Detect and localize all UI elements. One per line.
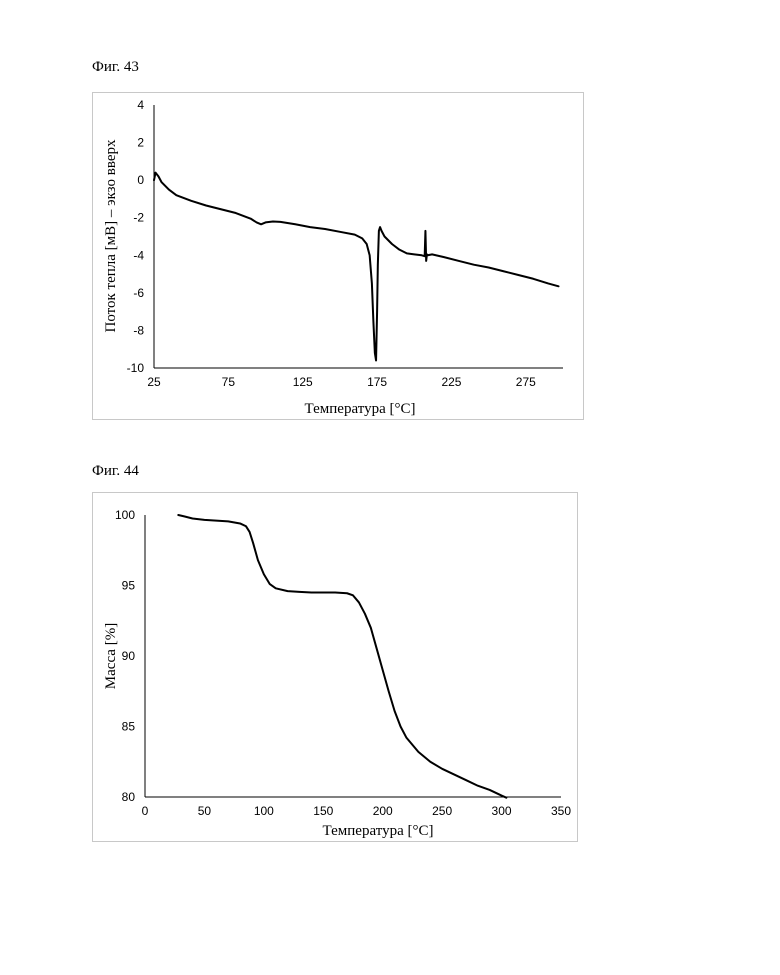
dsc-chart-panel: -10 -8 -6 -4 -2 0 2 4 25 75 125 175 225 275 Температ… <box>92 92 584 420</box>
y-tick-label: -10 <box>127 361 145 375</box>
y-tick-label: -8 <box>133 323 144 337</box>
tga-curve <box>178 515 506 798</box>
tga-chart-panel: 80 85 90 95 100 0 50 100 150 200 250 300 350 Темпер… <box>92 492 578 842</box>
x-tick-label: 50 <box>198 804 212 818</box>
figure-label-43: Фиг. 43 <box>92 59 139 76</box>
figure-label-44: Фиг. 44 <box>92 463 139 480</box>
y-axis-title: Масса [%] <box>103 623 119 689</box>
x-tick-label: 350 <box>551 804 571 818</box>
x-tick-label: 225 <box>441 375 461 389</box>
x-tick-label: 125 <box>293 375 313 389</box>
y-tick-label: 85 <box>122 720 136 734</box>
y-tick-label: 0 <box>137 173 144 187</box>
y-tick-label: -4 <box>133 248 144 262</box>
y-tick-label: 4 <box>137 98 144 112</box>
x-tick-label: 150 <box>313 804 333 818</box>
x-axis-title: Температура [°C] <box>323 823 434 839</box>
y-axis-title: Поток тепла [мВ] – экзо вверх <box>103 139 119 333</box>
x-tick-label: 75 <box>222 375 236 389</box>
dsc-chart: -10 -8 -6 -4 -2 0 2 4 25 75 125 175 225 275 Температ… <box>93 93 585 421</box>
dsc-curve <box>154 173 559 361</box>
x-tick-label: 0 <box>142 804 149 818</box>
y-tick-label: 2 <box>137 136 144 150</box>
y-tick-label: 95 <box>122 579 136 593</box>
x-tick-label: 25 <box>147 375 161 389</box>
x-tick-label: 200 <box>373 804 393 818</box>
x-tick-label: 250 <box>432 804 452 818</box>
y-tick-label: 90 <box>122 649 136 663</box>
x-tick-label: 100 <box>254 804 274 818</box>
x-tick-label: 175 <box>367 375 387 389</box>
x-tick-label: 275 <box>516 375 536 389</box>
y-tick-label: 80 <box>122 790 136 804</box>
x-tick-label: 300 <box>492 804 512 818</box>
x-axis-title: Температура [°C] <box>305 401 416 417</box>
y-tick-label: -2 <box>133 211 144 225</box>
y-tick-label: 100 <box>115 508 135 522</box>
y-tick-label: -6 <box>133 286 144 300</box>
tga-chart: 80 85 90 95 100 0 50 100 150 200 250 300 350 Темпер… <box>93 493 579 843</box>
